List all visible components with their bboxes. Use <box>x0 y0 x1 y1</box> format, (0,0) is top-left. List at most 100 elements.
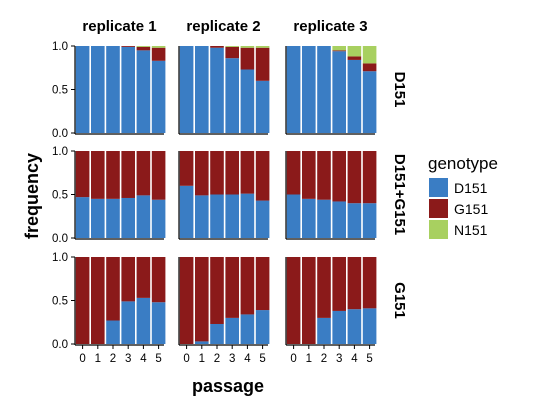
x-tick-label: 0 <box>183 353 189 365</box>
bar-d151-passage-1 <box>302 198 316 238</box>
bar-d151-passage-3 <box>332 51 346 133</box>
bar-n151-passage-5 <box>151 46 166 48</box>
bar-g151-passage-0 <box>286 151 301 195</box>
x-tick-label: 3 <box>229 353 235 365</box>
panels <box>74 46 377 346</box>
bar-d151-passage-3 <box>121 301 135 344</box>
y-tick-label: 1.0 <box>52 146 68 158</box>
y-tick-label: 1.0 <box>52 41 68 53</box>
bar-d151-passage-2 <box>317 199 331 238</box>
bar-g151-passage-1 <box>302 151 316 199</box>
bar-d151-passage-0 <box>286 194 301 238</box>
bar-g151-passage-5 <box>362 257 377 309</box>
bar-g151-passage-3 <box>225 151 239 195</box>
bar-d151-passage-2 <box>106 320 120 344</box>
bar-g151-passage-2 <box>106 257 120 321</box>
bar-g151-passage-1 <box>195 151 209 196</box>
bar-g151-passage-4 <box>347 257 362 310</box>
bar-g151-passage-5 <box>362 63 377 72</box>
bar-d151-passage-2 <box>106 46 120 133</box>
bar-d151-passage-0 <box>179 46 194 133</box>
bar-g151-passage-4 <box>347 151 362 204</box>
bar-d151-passage-5 <box>151 302 166 344</box>
panel-d151-replicate-3 <box>285 46 377 135</box>
bar-d151-passage-5 <box>362 308 377 344</box>
bar-d151-passage-4 <box>136 195 151 238</box>
bar-n151-passage-3 <box>332 46 346 51</box>
bar-g151-passage-4 <box>240 257 255 315</box>
x-tick-label: 0 <box>290 353 296 365</box>
bar-d151-passage-3 <box>121 46 135 134</box>
bar-d151-passage-4 <box>136 50 151 133</box>
x-tick-label: 5 <box>259 353 265 365</box>
bar-d151-passage-3 <box>121 197 135 238</box>
bar-g151-passage-0 <box>179 151 194 186</box>
bar-d151-passage-4 <box>347 59 362 133</box>
x-tick-label: 4 <box>351 353 358 365</box>
bar-d151-passage-1 <box>91 46 105 133</box>
bar-g151-passage-2 <box>317 151 331 200</box>
bar-d151-passage-2 <box>317 317 331 344</box>
bar-d151-passage-2 <box>106 198 120 238</box>
x-tick-label: 3 <box>125 353 131 365</box>
bar-g151-passage-2 <box>106 151 120 199</box>
bar-g151-passage-1 <box>195 257 209 342</box>
panel-g151-replicate-2 <box>178 257 270 346</box>
bar-d151-passage-5 <box>362 71 377 133</box>
bar-g151-passage-3 <box>121 151 135 198</box>
bar-n151-passage-5 <box>362 46 377 64</box>
bar-g151-passage-2 <box>210 151 224 195</box>
y-tick-label: 0.5 <box>52 85 68 97</box>
x-tick-label: 2 <box>110 353 116 365</box>
bar-n151-passage-4 <box>240 46 255 48</box>
column-title-replicate-2: replicate 2 <box>186 18 260 35</box>
x-tick-label: 1 <box>199 353 205 365</box>
bar-g151-passage-5 <box>151 47 166 61</box>
bar-g151-passage-4 <box>240 151 255 194</box>
bar-n151-passage-4 <box>136 46 151 47</box>
bar-d151-passage-4 <box>136 297 151 344</box>
legend-swatch-n151 <box>429 220 448 239</box>
panel-d151-replicate-1 <box>74 46 166 135</box>
bar-d151-passage-0 <box>179 185 194 238</box>
bar-g151-passage-5 <box>255 257 270 311</box>
bar-g151-passage-5 <box>255 151 270 201</box>
legend-swatch-g151 <box>429 199 448 218</box>
bar-d151-passage-1 <box>195 46 209 133</box>
bar-d151-passage-3 <box>225 317 239 344</box>
bar-g151-passage-3 <box>121 257 135 302</box>
x-tick-label: 4 <box>244 353 251 365</box>
legend-title: genotype <box>428 154 498 173</box>
bar-g151-passage-2 <box>210 46 224 48</box>
bar-g151-passage-0 <box>75 257 90 344</box>
x-tick-label: 4 <box>140 353 147 365</box>
panel-d151-plus-g151-replicate-1 <box>74 151 166 240</box>
panel-g151-replicate-1 <box>74 257 166 346</box>
bar-g151-passage-4 <box>136 151 151 196</box>
y-tick-label: 0.0 <box>52 128 68 140</box>
y-tick-label: 1.0 <box>52 252 68 264</box>
row-titles: D151 D151+G151 G151 <box>391 72 408 319</box>
x-tick-label: 1 <box>306 353 312 365</box>
column-title-replicate-1: replicate 1 <box>82 18 156 35</box>
bar-d151-passage-2 <box>210 323 224 344</box>
legend-label-g151: G151 <box>454 201 488 217</box>
bar-g151-passage-4 <box>136 46 151 51</box>
y-tick-label: 0.0 <box>52 233 68 245</box>
bar-g151-passage-3 <box>332 50 346 52</box>
y-axis-ticks: 0.0 0.5 1.0 0.0 0.5 1.0 0.0 0.5 1.0 <box>52 41 75 351</box>
bar-g151-passage-3 <box>225 46 239 59</box>
bar-d151-passage-3 <box>225 58 239 133</box>
bar-d151-passage-1 <box>195 195 209 238</box>
column-title-replicate-3: replicate 3 <box>293 18 367 35</box>
x-tick-label: 2 <box>321 353 327 365</box>
row-title-g151: G151 <box>391 282 408 319</box>
bar-g151-passage-2 <box>210 257 224 324</box>
bar-d151-passage-2 <box>317 46 331 133</box>
x-tick-label: 2 <box>214 353 220 365</box>
legend-label-d151: D151 <box>454 180 488 196</box>
x-tick-label: 0 <box>79 353 85 365</box>
bar-d151-passage-2 <box>210 194 224 238</box>
